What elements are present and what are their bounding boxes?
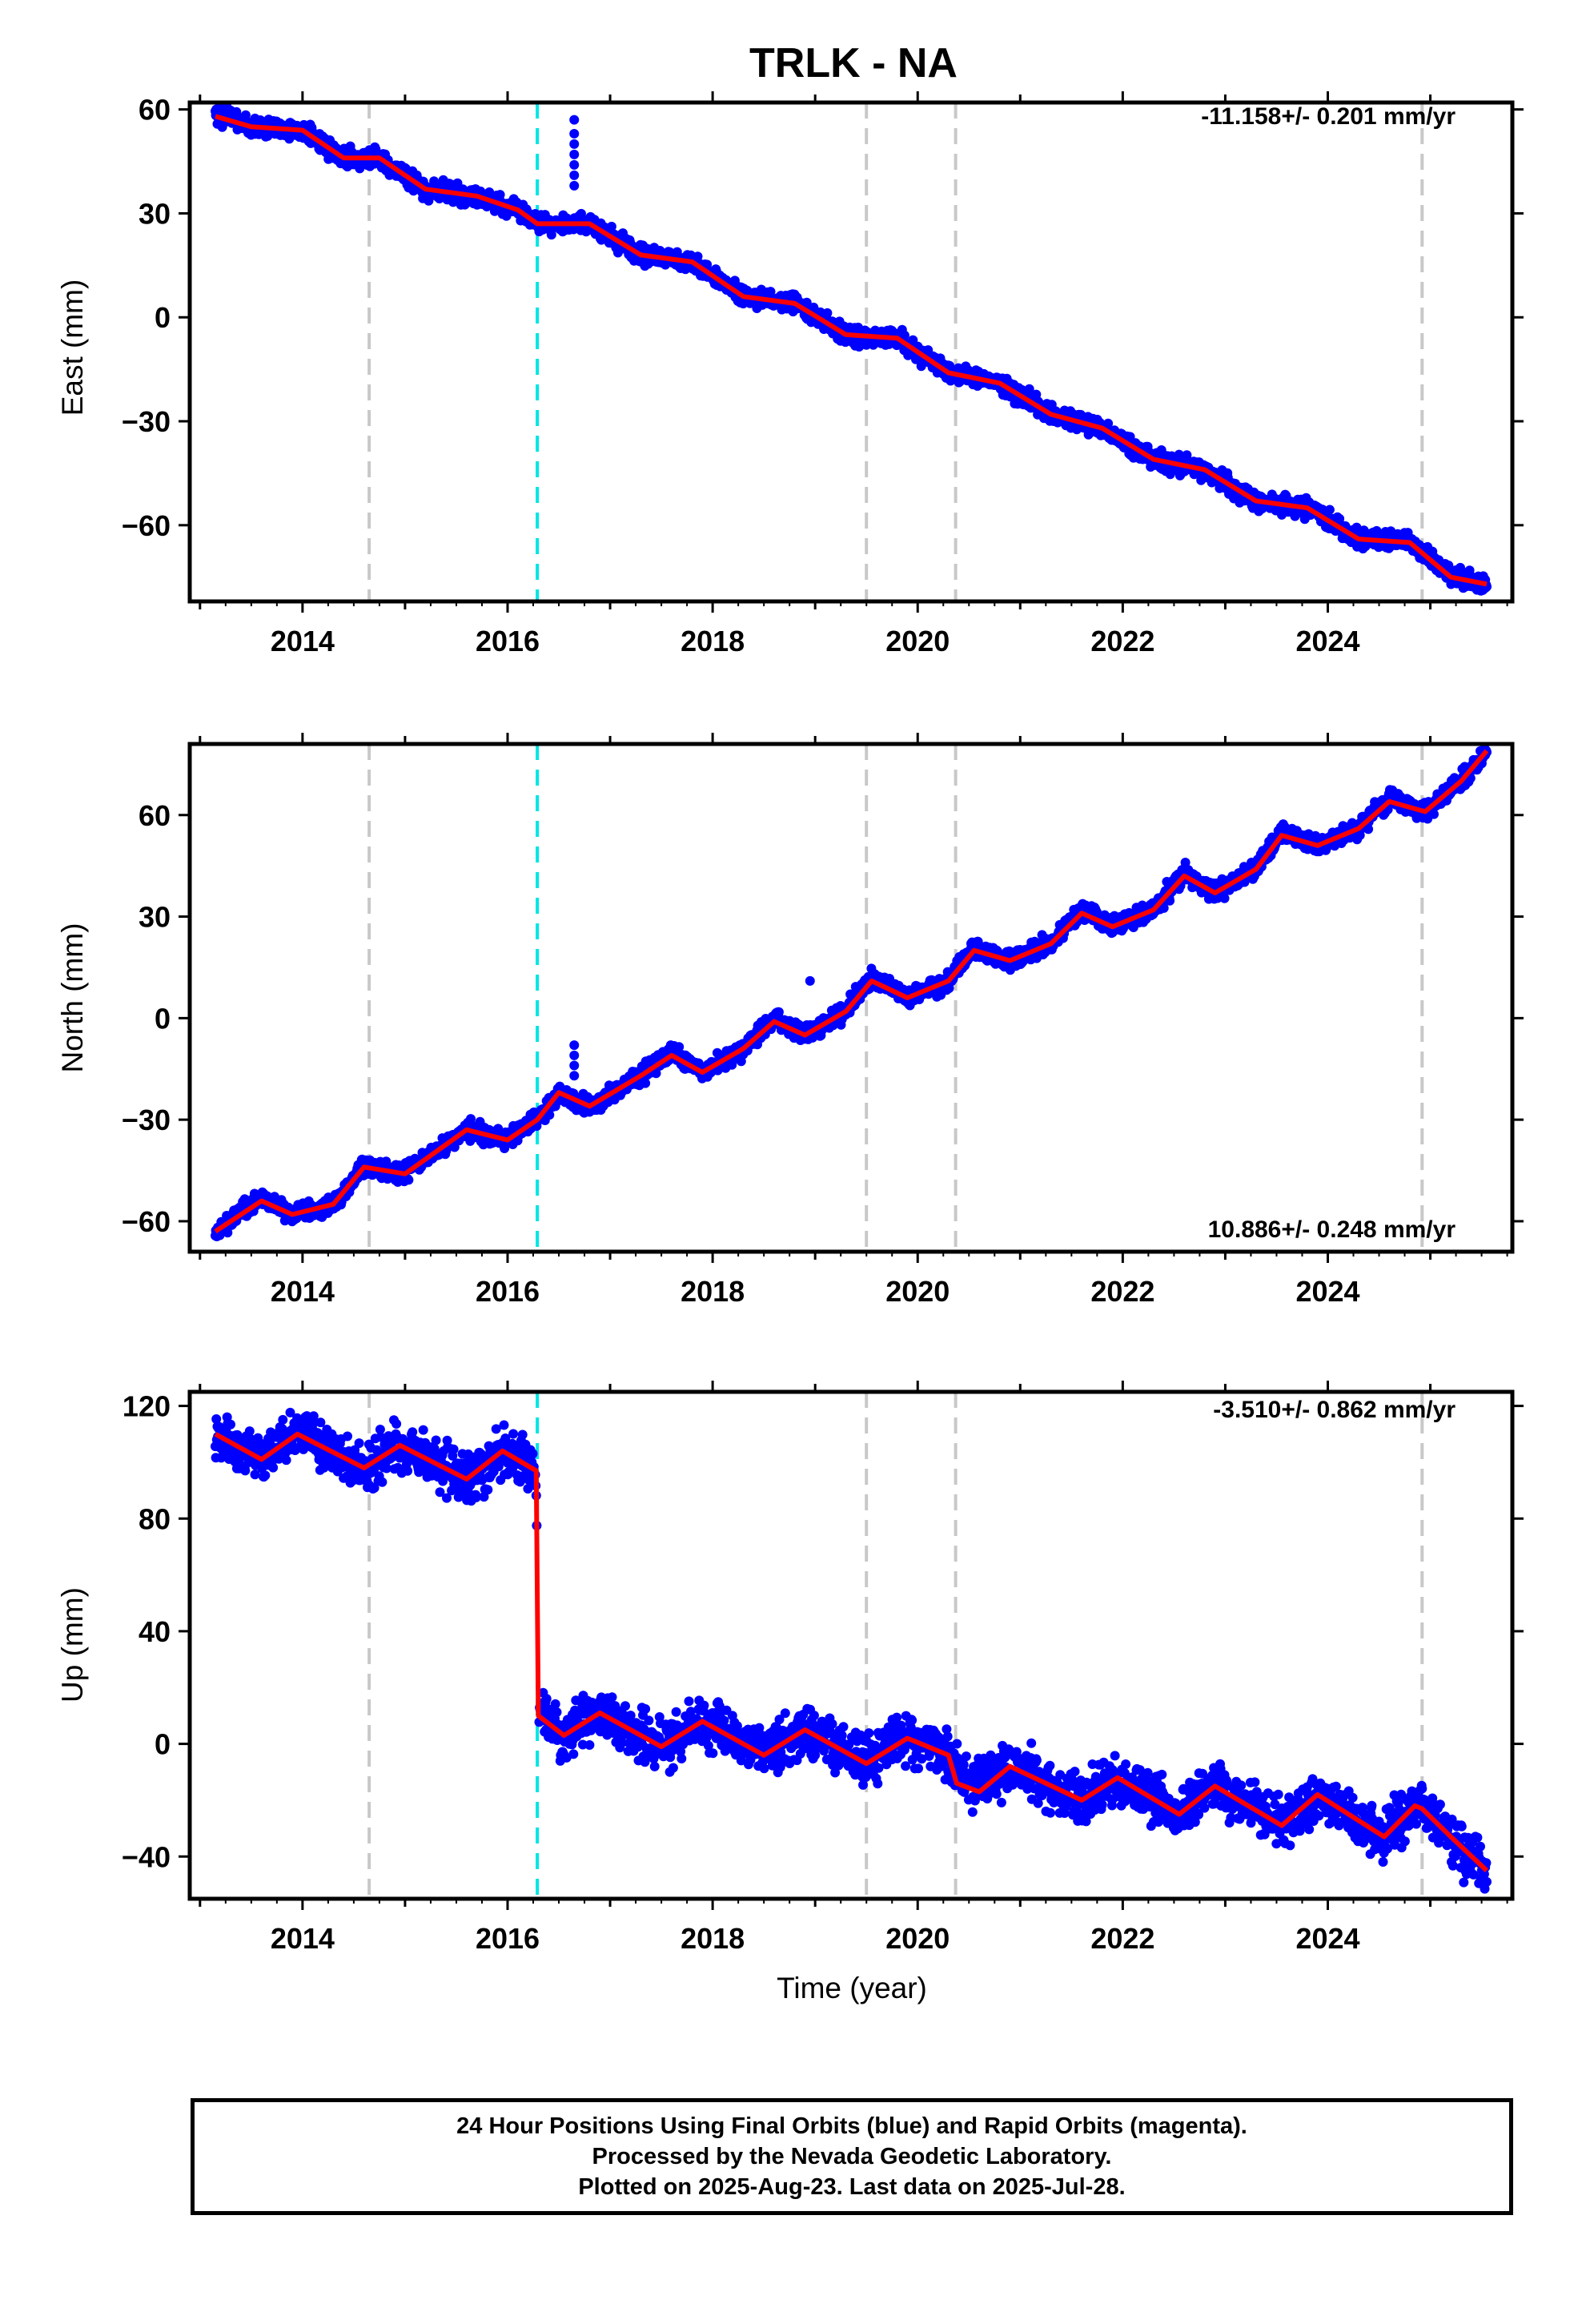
east-y-tick-label: −30	[122, 405, 171, 438]
east-outlier-point	[569, 149, 580, 159]
east-point	[899, 330, 909, 340]
north-point	[674, 1042, 685, 1052]
east-point	[606, 221, 616, 231]
east-x-tick-label: 2014	[271, 625, 335, 657]
east-y-tick-label: 30	[139, 197, 171, 230]
east-outlier-point	[569, 180, 580, 191]
east-point	[822, 308, 833, 318]
north-data-points	[211, 744, 1492, 1241]
east-point	[546, 230, 556, 240]
east-y-tick-label: −60	[122, 509, 171, 542]
east-outlier-point	[569, 159, 580, 170]
east-x-tick-label: 2020	[885, 625, 950, 657]
north-point	[640, 1078, 651, 1088]
north-point	[1219, 893, 1230, 903]
north-point	[1158, 903, 1169, 913]
chart-title: TRLK - NA	[749, 40, 958, 86]
east-outlier-point	[569, 139, 580, 149]
north-point	[404, 1175, 414, 1185]
east-y-tick-label: 0	[155, 301, 171, 334]
east-x-tick-label: 2018	[681, 625, 745, 657]
east-outlier-point	[569, 115, 580, 125]
east-point	[1103, 418, 1114, 428]
east-plot-frame	[187, 100, 1515, 604]
east-point	[765, 287, 776, 297]
east-point	[1324, 505, 1335, 515]
north-point	[544, 1110, 555, 1120]
east-model-line	[215, 114, 1488, 587]
east-point	[1024, 384, 1034, 394]
east-point	[495, 190, 505, 200]
east-outlier-point	[569, 170, 580, 180]
north-y-axis-label: North (mm)	[56, 923, 89, 1072]
north-point	[773, 1007, 784, 1017]
east-x-tick-label: 2024	[1295, 625, 1359, 657]
east-outlier-point	[569, 128, 580, 139]
east-x-tick-label: 2016	[476, 625, 540, 657]
east-x-tick-label: 2022	[1090, 625, 1154, 657]
north-panel: North (mm) 2014 2016 2018 2020 2022 202460300…	[56, 733, 1524, 1308]
east-rate-label: -11.158+/- 0.201 mm/yr	[1201, 103, 1456, 130]
east-point	[801, 297, 812, 308]
east-y-axis-label: East (mm)	[56, 279, 89, 416]
east-y-tick-label: 60	[139, 94, 171, 127]
east-panel: East (mm) 2014 2016 2018 2020 2022 2024 60 30 0 −…	[56, 91, 1524, 657]
east-point	[861, 340, 872, 350]
north-point	[1165, 895, 1175, 906]
